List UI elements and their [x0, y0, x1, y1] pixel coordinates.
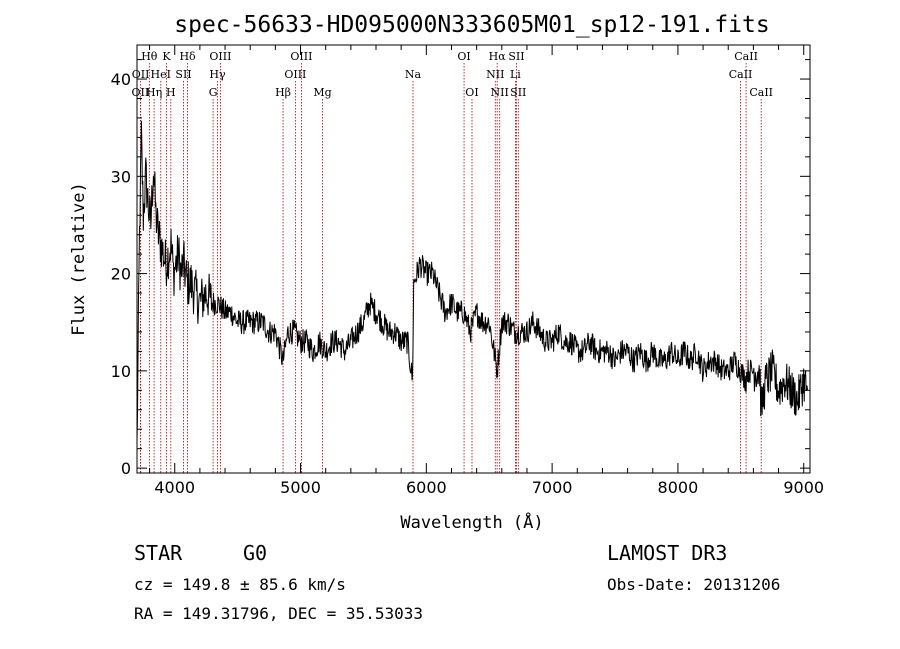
- line-label-li: Li: [510, 68, 521, 81]
- line-label-oii: OII: [132, 68, 150, 81]
- line-label-oiii: OIII: [290, 50, 312, 63]
- x-tick-label: 5000: [280, 478, 321, 497]
- redshift-cz: cz = 149.8 ± 85.6 km/s: [134, 575, 346, 594]
- line-label-k: K: [162, 50, 171, 63]
- line-label-mg: Mg: [313, 86, 331, 99]
- line-label-g: G: [209, 86, 218, 99]
- x-tick-label: 4000: [154, 478, 195, 497]
- line-label-oiii: OIII: [284, 68, 306, 81]
- line-label-oiii: OIII: [209, 50, 231, 63]
- y-tick-label: 20: [111, 265, 131, 284]
- object-class: STAR: [134, 541, 183, 565]
- y-axis-label: Flux (relative): [69, 182, 89, 336]
- line-label-hη: Hη: [146, 86, 162, 99]
- object-subclass: G0: [243, 541, 267, 565]
- x-tick-label: 9000: [783, 478, 824, 497]
- plot-frame: [136, 44, 811, 474]
- y-tick-label: 30: [111, 167, 131, 186]
- y-tick-label: 40: [111, 70, 131, 89]
- x-tick-label: 8000: [658, 478, 699, 497]
- line-label-sii: SII: [175, 68, 191, 81]
- line-label-na: Na: [405, 68, 422, 81]
- line-label-nii: NII: [491, 86, 509, 99]
- line-label-hei: HeI: [151, 68, 171, 81]
- line-label-hθ: Hθ: [141, 50, 158, 63]
- line-label-sii: SII: [508, 50, 524, 63]
- spectral-line-markers: [139, 63, 762, 473]
- x-tick-label: 6000: [406, 478, 447, 497]
- chart-title: spec-56633-HD095000N333605M01_sp12-191.f…: [174, 12, 769, 38]
- line-label-hβ: Hβ: [275, 86, 291, 99]
- y-tick-label: 10: [111, 362, 131, 381]
- line-label-caii: CaII: [734, 50, 758, 63]
- observation-date: Obs-Date: 20131206: [607, 575, 780, 594]
- line-label-caii: CaII: [749, 86, 773, 99]
- line-label-oi: OI: [465, 86, 478, 99]
- line-label-oi: OI: [457, 50, 470, 63]
- line-label-oii: OII: [132, 86, 150, 99]
- line-label-hα: Hα: [489, 50, 507, 63]
- survey-name: LAMOST DR3: [607, 541, 727, 565]
- axis-ticks: 4000 5000 6000 7000 8000 9000 0 10 20 30 40: [111, 45, 824, 497]
- spectral-line-labels: OII OII Hθ Hη HeI K H SII Hδ G Hγ OIII Hβ OIII OIII Mg N…: [132, 50, 773, 99]
- ra-dec-coordinates: RA = 149.31796, DEC = 35.53033: [134, 604, 423, 623]
- line-label-nii: NII: [486, 68, 504, 81]
- x-axis-label: Wavelength (Å): [400, 511, 543, 533]
- line-label-hγ: Hγ: [209, 68, 226, 81]
- line-label-hδ: Hδ: [179, 50, 196, 63]
- x-tick-label: 7000: [532, 478, 573, 497]
- y-tick-label: 0: [121, 459, 131, 478]
- line-label-h: H: [166, 86, 176, 99]
- line-label-caii: CaII: [729, 68, 753, 81]
- line-label-sii: SII: [510, 86, 526, 99]
- flux-series-line: [136, 120, 808, 441]
